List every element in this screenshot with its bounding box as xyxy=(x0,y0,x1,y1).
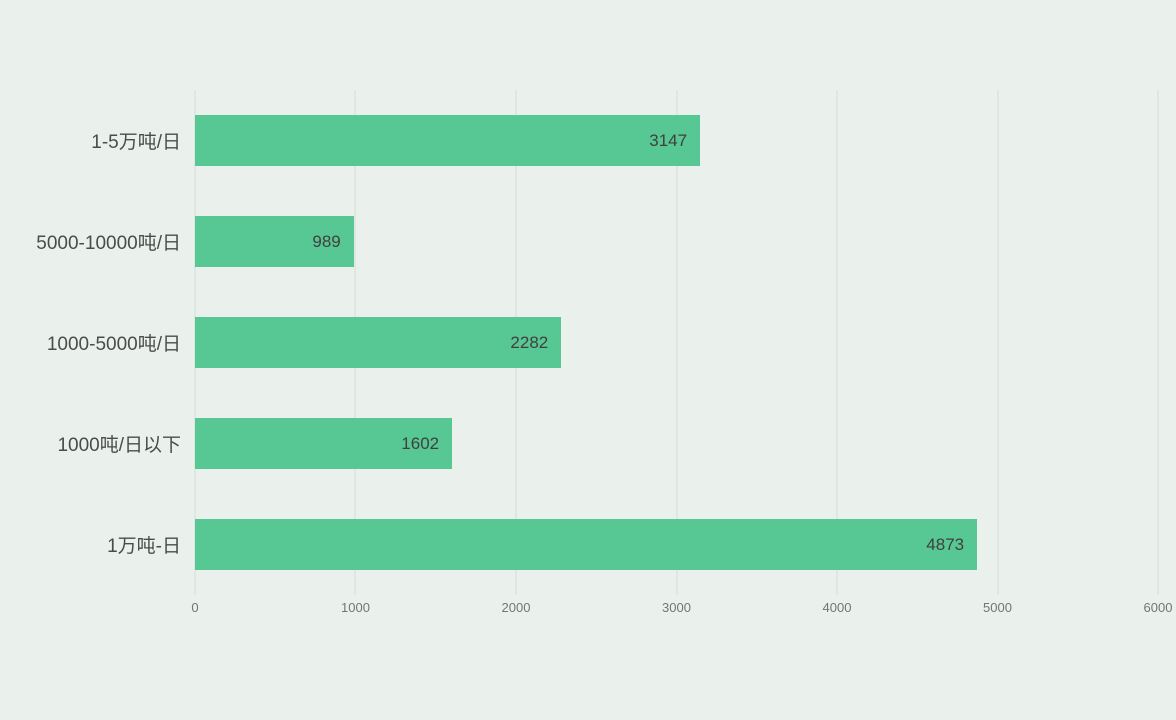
gridline xyxy=(997,90,998,595)
bar: 3147 xyxy=(195,115,701,166)
bar-value-label: 4873 xyxy=(926,534,965,554)
x-tick-label: 2000 xyxy=(501,600,531,615)
plot-area: 1-5万吨/日 3147 5000-10000吨/日 989 1000-5000吨/日 2… xyxy=(0,90,1159,595)
bar-row: 1000吨/日以下 1602 xyxy=(0,393,1158,494)
bar-row: 1000-5000吨/日 2282 xyxy=(0,292,1158,393)
bar-rows: 1-5万吨/日 3147 5000-10000吨/日 989 1000-5000吨/日 2… xyxy=(0,90,1158,595)
category-label: 1000吨/日以下 xyxy=(57,435,181,456)
bar-row: 5000-10000吨/日 989 xyxy=(0,191,1158,292)
bar-row: 1万吨-日 4873 xyxy=(0,494,1158,595)
bar-value-label: 2282 xyxy=(510,332,549,352)
category-label: 5000-10000吨/日 xyxy=(36,233,181,254)
x-tick-label: 0 xyxy=(191,600,199,615)
x-tick-label: 3000 xyxy=(662,600,691,615)
x-tick-label: 6000 xyxy=(1143,600,1173,615)
bar-value-label: 3147 xyxy=(649,130,688,150)
bar: 1602 xyxy=(195,418,453,469)
category-label: 1000-5000吨/日 xyxy=(46,334,181,355)
x-tick-label: 4000 xyxy=(822,600,852,615)
category-label: 1-5万吨/日 xyxy=(91,132,181,153)
bar: 989 xyxy=(195,216,354,267)
bar-track: 1602 xyxy=(195,418,1158,469)
bar-value-label: 989 xyxy=(312,231,341,251)
bar-track: 989 xyxy=(195,216,1158,267)
bar-track: 4873 xyxy=(195,519,1158,570)
bar-track: 2282 xyxy=(195,317,1158,368)
x-axis: 0 1000 2000 3000 4000 5000 6000 xyxy=(191,600,1172,620)
bar: 2282 xyxy=(195,317,562,368)
category-label: 1万吨-日 xyxy=(107,536,181,557)
bar: 4873 xyxy=(195,519,978,570)
bar-track: 3147 xyxy=(195,115,1158,166)
gridline xyxy=(676,90,677,595)
gridline xyxy=(1157,90,1159,595)
gridline xyxy=(836,90,838,595)
bar-row: 1-5万吨/日 3147 xyxy=(0,90,1158,191)
bar-value-label: 1602 xyxy=(401,433,440,453)
x-tick-label: 1000 xyxy=(341,600,370,615)
x-tick-label: 5000 xyxy=(983,600,1012,615)
